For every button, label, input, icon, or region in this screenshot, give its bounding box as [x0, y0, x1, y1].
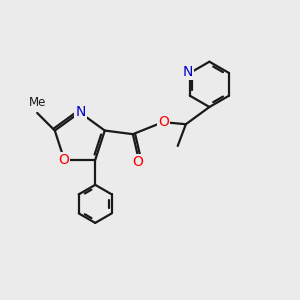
- Text: O: O: [58, 153, 69, 167]
- Text: Me: Me: [28, 96, 46, 109]
- Text: O: O: [132, 155, 143, 169]
- Text: N: N: [183, 65, 193, 79]
- Text: N: N: [76, 105, 86, 119]
- Text: O: O: [158, 116, 169, 129]
